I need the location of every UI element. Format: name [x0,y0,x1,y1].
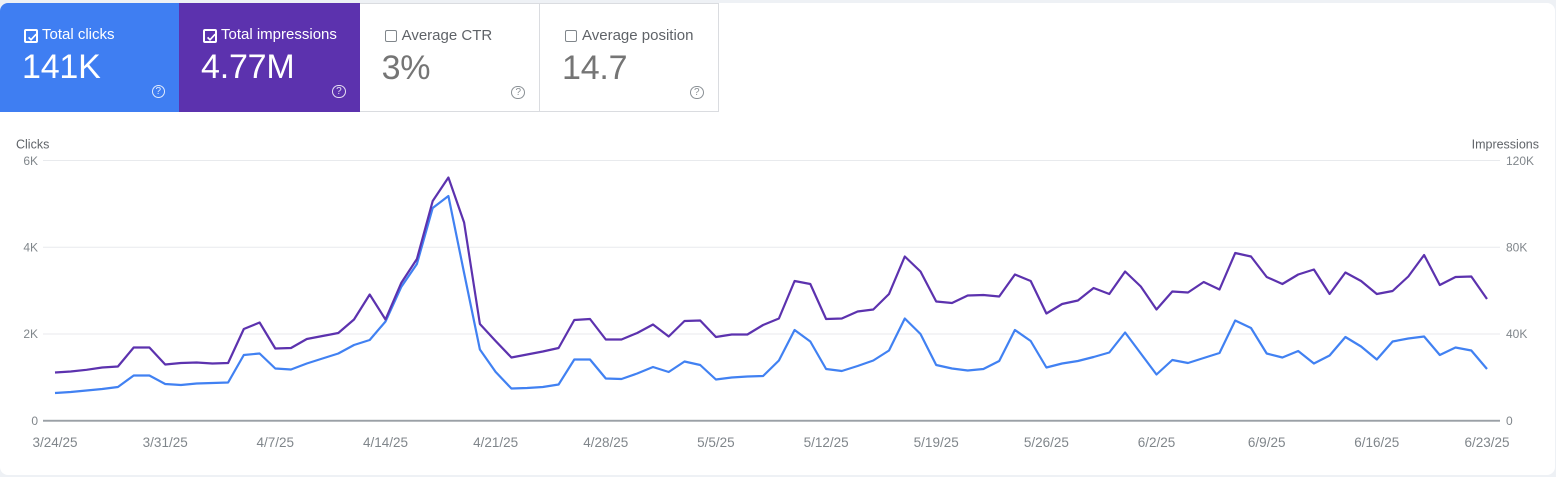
svg-text:120K: 120K [1506,154,1534,168]
svg-text:80K: 80K [1506,241,1527,255]
svg-text:3/24/25: 3/24/25 [32,435,77,450]
svg-text:6/2/25: 6/2/25 [1138,435,1176,450]
svg-text:4K: 4K [23,241,38,255]
svg-text:5/19/25: 5/19/25 [914,435,959,450]
svg-text:6/16/25: 6/16/25 [1354,435,1399,450]
svg-text:6K: 6K [23,154,38,168]
svg-text:0: 0 [1506,414,1513,428]
svg-text:5/12/25: 5/12/25 [804,435,849,450]
svg-text:5/26/25: 5/26/25 [1024,435,1069,450]
svg-text:5/5/25: 5/5/25 [697,435,735,450]
svg-text:2K: 2K [23,327,38,341]
svg-text:Impressions: Impressions [1472,138,1539,152]
svg-text:4/28/25: 4/28/25 [583,435,628,450]
svg-text:40K: 40K [1506,327,1527,341]
svg-text:4/21/25: 4/21/25 [473,435,518,450]
svg-text:4/7/25: 4/7/25 [257,435,295,450]
svg-text:4/14/25: 4/14/25 [363,435,408,450]
svg-text:6/9/25: 6/9/25 [1248,435,1286,450]
svg-text:Clicks: Clicks [16,138,49,152]
svg-text:0: 0 [31,414,38,428]
svg-text:6/23/25: 6/23/25 [1464,435,1509,450]
svg-text:3/31/25: 3/31/25 [143,435,188,450]
